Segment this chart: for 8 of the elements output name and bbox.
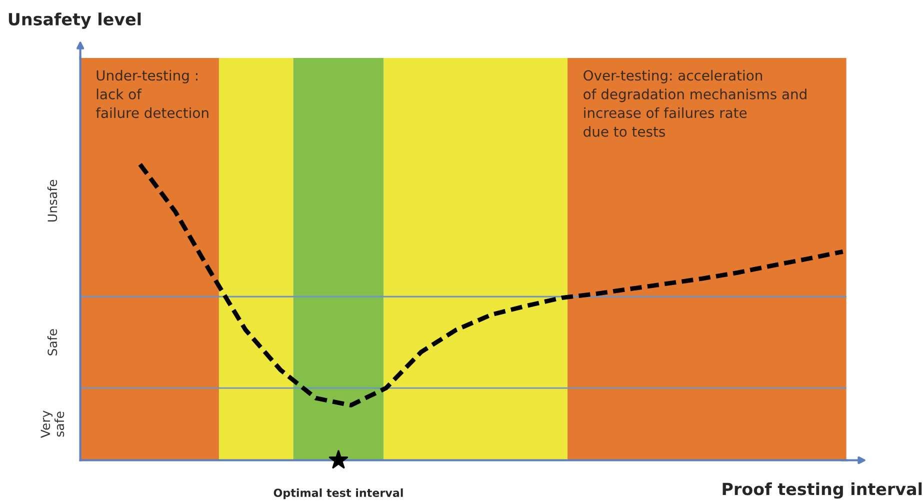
text: Under-testing : lack of failure detection xyxy=(96,70,208,118)
text: Over-testing: acceleration of degradation mechanisms and increase of failures rate due to tests xyxy=(584,70,806,137)
text: Optimal test interval xyxy=(274,488,403,500)
text: Unsafe xyxy=(47,180,58,222)
text: Very safe xyxy=(40,410,64,438)
text: Safe xyxy=(47,329,58,356)
x-axis-title: Proof testing interval xyxy=(722,482,922,499)
text: Unsafety level xyxy=(8,12,141,29)
